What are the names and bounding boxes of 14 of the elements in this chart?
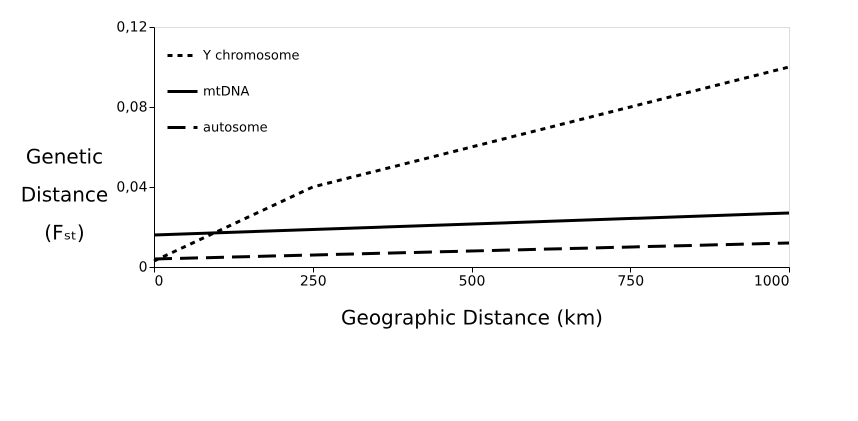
x-axis-title: Geographic Distance (km) [341, 306, 603, 330]
y-tick-label: 0,04 [116, 180, 148, 196]
y-tick-label: 0,08 [116, 100, 148, 116]
legend-label: mtDNA [203, 84, 250, 100]
x-tick-label: 750 [617, 274, 644, 290]
legend-label: autosome [203, 120, 268, 136]
y-tick-label: 0,12 [116, 20, 148, 36]
x-tick-label: 0 [154, 274, 164, 290]
x-tick-label: 500 [458, 274, 486, 290]
legend-label: Y chromosome [202, 48, 300, 64]
x-tick-label: 250 [300, 274, 327, 290]
y-tick-label: 0 [138, 260, 148, 276]
y-axis-title: Genetic Distance (Fₛₜ) [20, 144, 108, 244]
x-tick-label: 1000 [754, 274, 790, 290]
